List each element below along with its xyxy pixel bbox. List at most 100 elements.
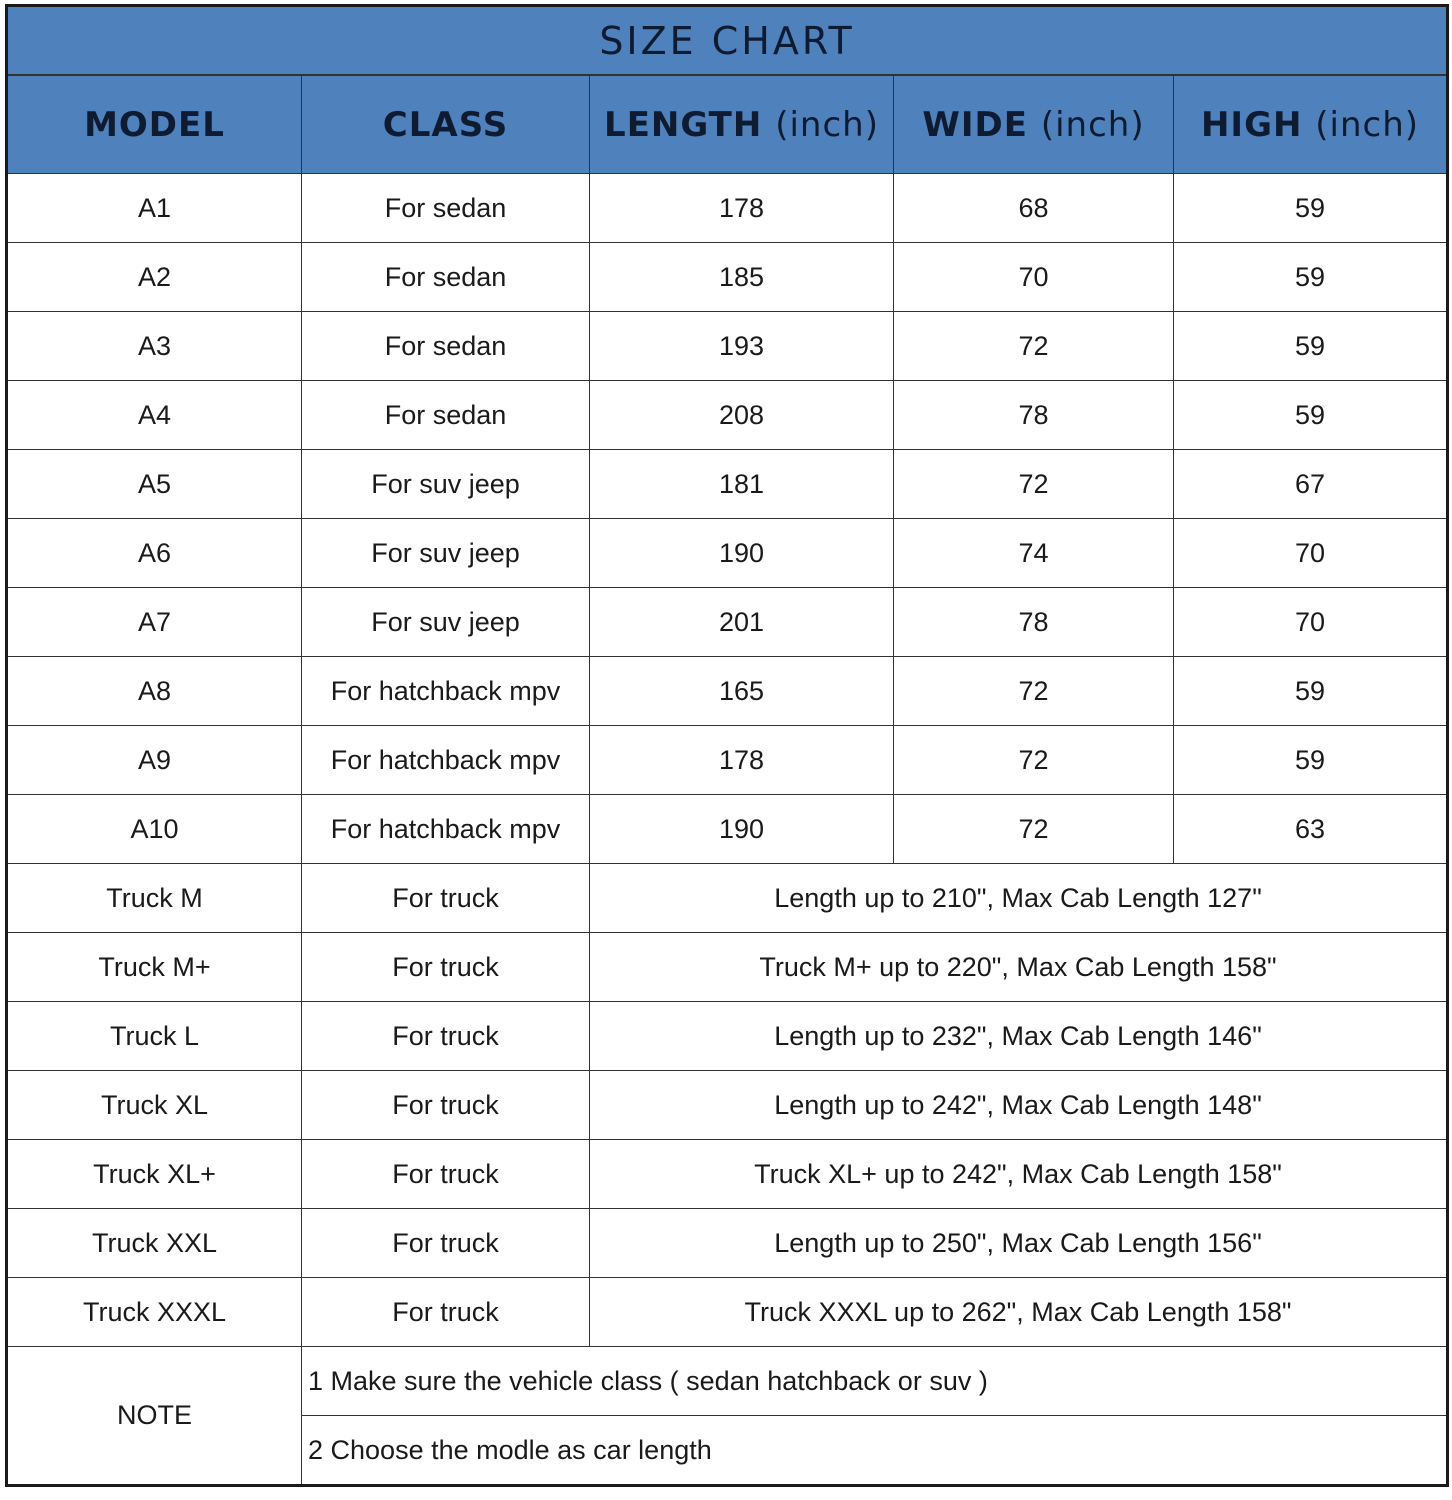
cell-model: A7 bbox=[6, 587, 302, 657]
cell-wide: 70 bbox=[893, 242, 1174, 312]
truck-row: Truck XXL For truck Length up to 250", Max… bbox=[6, 1208, 1449, 1278]
cell-class: For truck bbox=[301, 1208, 590, 1278]
column-header-wide: WIDE (inch) bbox=[893, 74, 1174, 174]
column-header-class: CLASS bbox=[301, 74, 590, 174]
cell-model: Truck XL+ bbox=[6, 1139, 302, 1209]
cell-model: Truck L bbox=[6, 1001, 302, 1071]
cell-high: 63 bbox=[1172, 794, 1449, 864]
cell-spec: Length up to 242", Max Cab Length 148" bbox=[588, 1070, 1449, 1140]
cell-class: For truck bbox=[301, 1001, 590, 1071]
table-row: A9 For hatchback mpv 178 72 59 bbox=[6, 725, 1449, 795]
truck-row: Truck L For truck Length up to 232", Max C… bbox=[6, 1001, 1449, 1071]
column-header-unit: (inch) bbox=[1040, 104, 1145, 145]
cell-model: Truck XXXL bbox=[6, 1277, 302, 1347]
table-row: A3 For sedan 193 72 59 bbox=[6, 311, 1449, 381]
cell-length: 193 bbox=[589, 311, 894, 381]
cell-class: For hatchback mpv bbox=[301, 725, 590, 795]
cell-high: 59 bbox=[1172, 725, 1449, 795]
cell-class: For suv jeep bbox=[301, 587, 590, 657]
table-row: A2 For sedan 185 70 59 bbox=[6, 242, 1449, 312]
table-row: A5 For suv jeep 181 72 67 bbox=[6, 449, 1449, 519]
table-row: A6 For suv jeep 190 74 70 bbox=[6, 518, 1449, 588]
column-header-label: HIGH bbox=[1200, 104, 1303, 145]
cell-class: For truck bbox=[301, 932, 590, 1002]
cell-class: For truck bbox=[301, 1139, 590, 1209]
cell-high: 59 bbox=[1172, 311, 1449, 381]
cell-length: 178 bbox=[589, 173, 894, 243]
cell-wide: 74 bbox=[893, 518, 1174, 588]
cell-wide: 72 bbox=[893, 794, 1174, 864]
column-header-label: CLASS bbox=[382, 104, 509, 145]
cell-class: For sedan bbox=[301, 173, 590, 243]
cell-wide: 72 bbox=[893, 725, 1174, 795]
cell-model: A5 bbox=[6, 449, 302, 519]
table-row: A7 For suv jeep 201 78 70 bbox=[6, 587, 1449, 657]
cell-high: 59 bbox=[1172, 242, 1449, 312]
table-row: A1 For sedan 178 68 59 bbox=[6, 173, 1449, 243]
cell-wide: 72 bbox=[893, 311, 1174, 381]
cell-model: Truck XXL bbox=[6, 1208, 302, 1278]
cell-length: 201 bbox=[589, 587, 894, 657]
cell-high: 70 bbox=[1172, 518, 1449, 588]
cell-class: For truck bbox=[301, 1070, 590, 1140]
column-header-high: HIGH (inch) bbox=[1172, 74, 1449, 174]
cell-length: 178 bbox=[589, 725, 894, 795]
cell-class: For sedan bbox=[301, 380, 590, 450]
table-row: A8 For hatchback mpv 165 72 59 bbox=[6, 656, 1449, 726]
cell-model: A8 bbox=[6, 656, 302, 726]
truck-row: Truck M+ For truck Truck M+ up to 220", Ma… bbox=[6, 932, 1449, 1002]
cell-wide: 72 bbox=[893, 449, 1174, 519]
cell-model: A9 bbox=[6, 725, 302, 795]
cell-length: 165 bbox=[589, 656, 894, 726]
note-row: 2 Choose the modle as car length bbox=[7, 1415, 1449, 1486]
cell-model: A2 bbox=[6, 242, 302, 312]
cell-class: For sedan bbox=[301, 311, 590, 381]
cell-model: A10 bbox=[6, 794, 302, 864]
table-row: A4 For sedan 208 78 59 bbox=[6, 380, 1449, 450]
cell-class: For hatchback mpv bbox=[301, 656, 590, 726]
cell-model: Truck XL bbox=[6, 1070, 302, 1140]
column-header-label: MODEL bbox=[84, 104, 225, 145]
column-header-label: WIDE bbox=[922, 104, 1028, 145]
cell-model: A1 bbox=[6, 173, 302, 243]
cell-length: 190 bbox=[589, 794, 894, 864]
cell-high: 59 bbox=[1172, 173, 1449, 243]
column-header-row: MODEL CLASS LENGTH (inch) WIDE (inch) HIGH (… bbox=[6, 74, 1449, 174]
cell-model: A4 bbox=[6, 380, 302, 450]
size-chart-table: SIZE CHART MODEL CLASS LENGTH (inch) WIDE (… bbox=[5, 4, 1450, 1487]
cell-wide: 78 bbox=[893, 380, 1174, 450]
cell-spec: Truck M+ up to 220", Max Cab Length 158" bbox=[588, 932, 1449, 1002]
cell-class: For sedan bbox=[301, 242, 590, 312]
cell-wide: 68 bbox=[893, 173, 1174, 243]
column-header-model: MODEL bbox=[6, 74, 302, 174]
note-label: NOTE bbox=[6, 1346, 302, 1486]
cell-class: For hatchback mpv bbox=[301, 794, 590, 864]
truck-row: Truck XXXL For truck Truck XXXL up to 262"… bbox=[6, 1277, 1449, 1347]
column-header-unit: (inch) bbox=[775, 104, 879, 145]
cell-spec: Length up to 210", Max Cab Length 127" bbox=[588, 863, 1449, 933]
note-line: 2 Choose the modle as car length bbox=[300, 1415, 1449, 1486]
cell-high: 59 bbox=[1172, 656, 1449, 726]
column-header-unit: (inch) bbox=[1315, 104, 1420, 145]
cell-length: 190 bbox=[589, 518, 894, 588]
note-row: NOTE 1 Make sure the vehicle class ( seda… bbox=[6, 1346, 1449, 1486]
cell-class: For suv jeep bbox=[301, 518, 590, 588]
cell-model: Truck M+ bbox=[6, 932, 302, 1002]
cell-wide: 78 bbox=[893, 587, 1174, 657]
cell-spec: Truck XXXL up to 262", Max Cab Length 15… bbox=[588, 1277, 1449, 1347]
cell-high: 67 bbox=[1172, 449, 1449, 519]
column-header-length: LENGTH (inch) bbox=[589, 74, 894, 174]
cell-model: A3 bbox=[6, 311, 302, 381]
truck-row: Truck M For truck Length up to 210", Max C… bbox=[6, 863, 1449, 933]
cell-class: For truck bbox=[301, 1277, 590, 1347]
cell-high: 70 bbox=[1172, 587, 1449, 657]
cell-spec: Length up to 250", Max Cab Length 156" bbox=[588, 1208, 1449, 1278]
cell-length: 181 bbox=[589, 449, 894, 519]
table-row: A10 For hatchback mpv 190 72 63 bbox=[6, 794, 1449, 864]
cell-class: For suv jeep bbox=[301, 449, 590, 519]
cell-class: For truck bbox=[301, 863, 590, 933]
truck-row: Truck XL+ For truck Truck XL+ up to 242", … bbox=[6, 1139, 1449, 1209]
cell-model: A6 bbox=[6, 518, 302, 588]
table-body: A1 For sedan 178 68 59 A2 For sedan 185 70 59 A3 Fo… bbox=[6, 173, 1449, 1486]
note-line: 1 Make sure the vehicle class ( sedan ha… bbox=[300, 1346, 1449, 1416]
